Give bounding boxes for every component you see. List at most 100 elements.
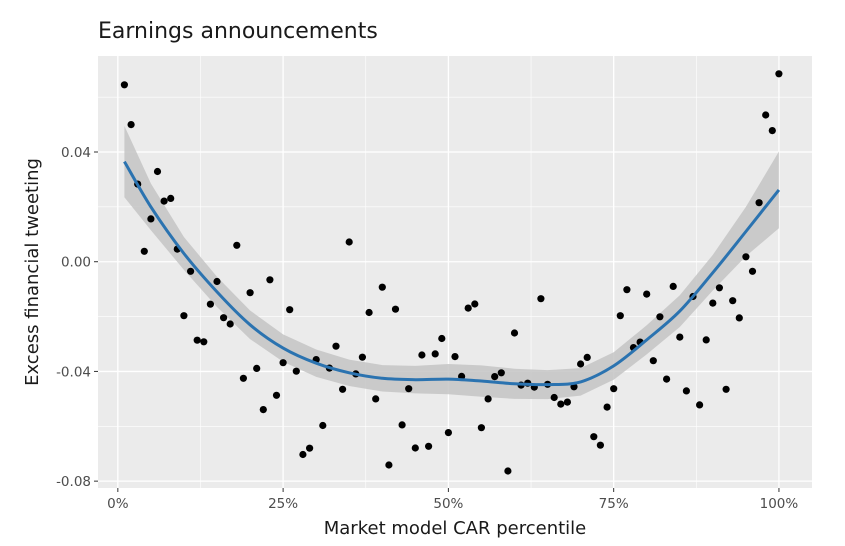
data-point — [557, 400, 565, 408]
data-point — [345, 238, 353, 246]
data-point — [233, 241, 241, 249]
data-point — [279, 359, 287, 367]
data-point — [623, 286, 631, 294]
minor-gridlines — [98, 56, 812, 488]
data-point — [405, 385, 413, 393]
data-point — [193, 336, 201, 344]
data-point — [577, 360, 585, 368]
data-point — [596, 441, 605, 449]
x-axis-label: Market model CAR percentile — [324, 518, 587, 539]
smooth-fit-line — [123, 160, 781, 387]
data-point — [649, 357, 657, 365]
data-point — [378, 283, 386, 291]
x-tick-label: 100% — [760, 496, 799, 512]
data-point — [762, 111, 770, 119]
data-point — [246, 289, 254, 297]
data-point — [187, 267, 195, 275]
data-point — [477, 424, 485, 432]
data-point — [735, 314, 743, 322]
y-tick-label: 0.04 — [61, 145, 91, 161]
data-point — [385, 461, 393, 469]
x-tick-label: 75% — [599, 496, 629, 512]
data-point — [656, 313, 664, 321]
data-point — [306, 444, 314, 452]
data-point — [729, 297, 737, 305]
data-point — [451, 353, 459, 361]
data-point — [715, 284, 724, 292]
data-point — [226, 320, 234, 328]
data-point — [391, 305, 400, 313]
data-point — [603, 403, 611, 411]
data-point — [213, 277, 221, 286]
data-point — [431, 350, 439, 358]
data-point — [748, 267, 757, 275]
data-point — [550, 393, 558, 402]
data-point — [610, 385, 618, 393]
chart-title: Earnings announcements — [98, 19, 378, 44]
data-point — [299, 450, 307, 459]
x-axis-ticks: 0% 25% 50% 75% 100% — [107, 488, 798, 512]
data-point — [643, 290, 651, 298]
y-tick-label: 0.00 — [61, 255, 91, 271]
data-point — [669, 282, 677, 290]
y-tick-label: -0.04 — [56, 364, 91, 380]
y-tick-label: -0.08 — [56, 474, 91, 490]
data-point — [709, 299, 717, 307]
data-point — [167, 194, 175, 202]
data-point — [411, 444, 419, 452]
x-tick-label: 25% — [268, 496, 298, 512]
data-point — [616, 312, 624, 320]
data-point — [253, 364, 261, 372]
data-point — [510, 329, 519, 337]
data-point — [663, 375, 671, 383]
plot-panel — [98, 56, 812, 488]
data-point — [537, 295, 545, 303]
data-point — [266, 276, 274, 284]
data-point — [160, 197, 168, 205]
data-point — [332, 342, 340, 350]
data-point — [464, 304, 472, 312]
data-point — [682, 387, 691, 395]
data-point — [676, 333, 684, 341]
data-point — [319, 421, 327, 430]
data-point — [272, 391, 281, 399]
data-point — [200, 338, 208, 346]
data-point — [444, 429, 452, 437]
data-point — [398, 421, 406, 429]
data-point — [339, 385, 347, 393]
data-point — [484, 395, 492, 403]
x-tick-label: 50% — [433, 496, 463, 512]
data-point — [702, 336, 710, 344]
data-point — [259, 406, 267, 414]
data-point — [140, 247, 148, 255]
data-point — [696, 401, 704, 409]
data-point — [120, 81, 128, 89]
data-point — [491, 373, 499, 381]
data-point — [775, 70, 783, 78]
data-point — [583, 353, 591, 361]
data-point — [372, 395, 380, 403]
data-point — [365, 308, 373, 317]
data-point — [127, 121, 135, 129]
y-axis-ticks: -0.08 -0.04 0.00 0.04 — [56, 145, 98, 490]
data-point — [418, 351, 426, 359]
data-point — [147, 215, 155, 223]
data-point — [504, 467, 512, 475]
data-point — [722, 385, 730, 393]
data-point — [239, 374, 247, 382]
data-point — [471, 300, 479, 308]
data-point — [563, 398, 572, 406]
data-point — [590, 433, 598, 441]
x-tick-label: 0% — [107, 496, 129, 512]
data-point — [425, 442, 433, 450]
data-point — [206, 300, 214, 308]
data-point — [220, 314, 228, 322]
data-point — [153, 167, 162, 176]
y-axis-label: Excess financial tweeting — [22, 158, 43, 386]
data-point — [768, 127, 776, 135]
data-point — [755, 199, 763, 207]
data-point — [180, 312, 188, 320]
data-point — [286, 306, 294, 314]
data-point — [358, 353, 366, 361]
